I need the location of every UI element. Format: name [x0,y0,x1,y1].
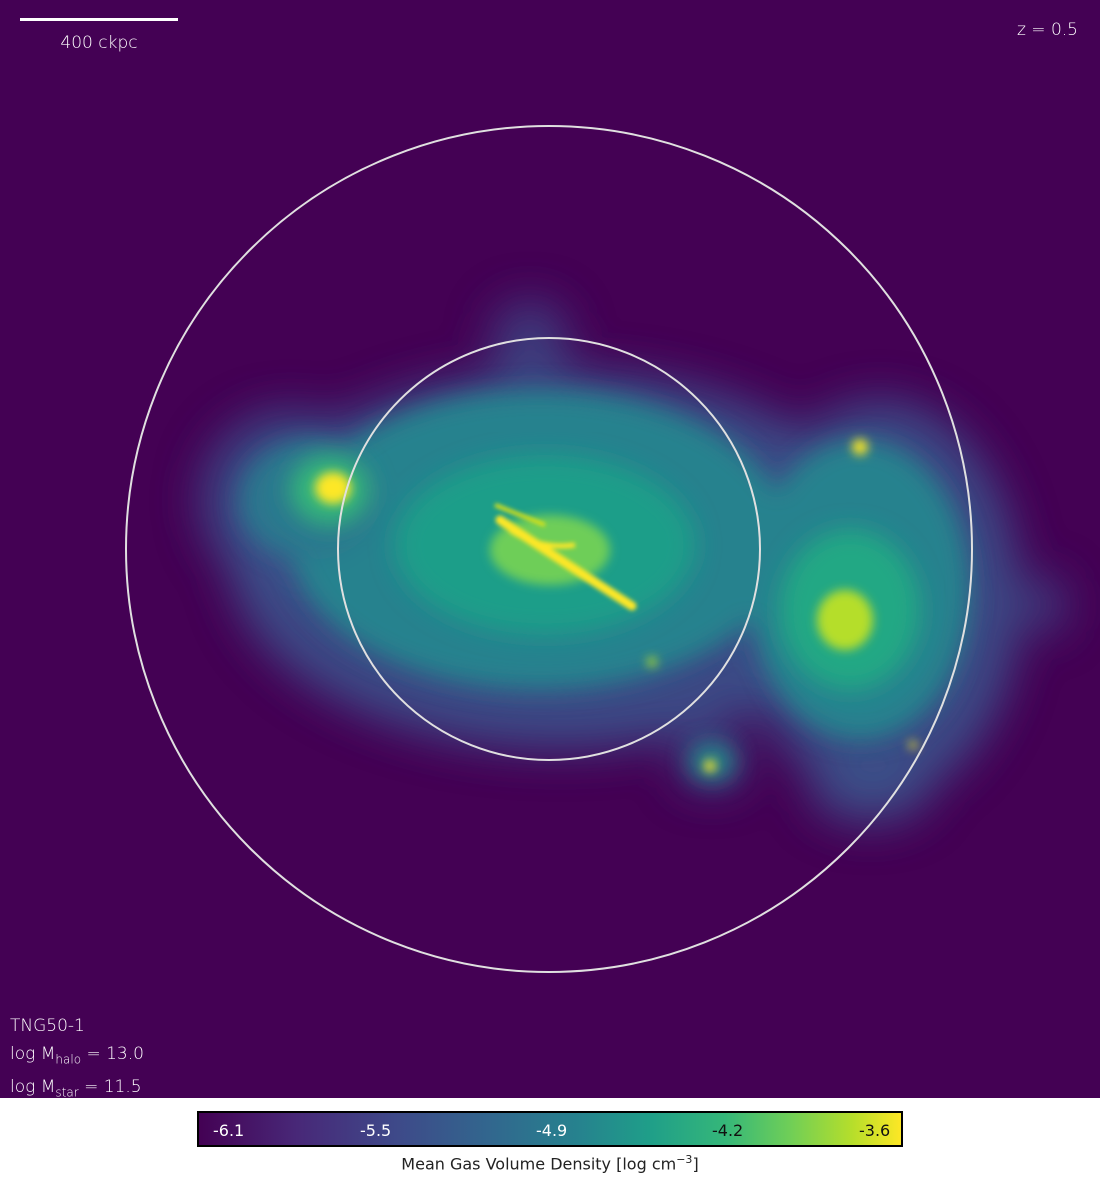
gas-density-map: 400 ckpc z = 0.5 TNG50-1 log Mhalo = 13.… [0,0,1100,1098]
scalebar [20,18,178,21]
colorbar-label-main: Mean Gas Volume Density [log cm [401,1154,677,1174]
stellar-mass-value: = 11.5 [84,1077,142,1098]
scalebar-label: 400 ckpc [60,33,138,53]
inner-radius-circle [337,337,761,761]
colorbar-tick: -4.2 [712,1121,744,1140]
halo-mass: log Mhalo = 13.0 [10,1040,144,1073]
stellar-mass: log Mstar = 11.5 [10,1073,144,1098]
halo-mass-prefix: log M [10,1044,56,1064]
redshift-label: z = 0.5 [1016,20,1078,40]
outer-radius-circle [125,125,973,973]
simulation-name: TNG50-1 [10,1016,85,1036]
colorbar-label: Mean Gas Volume Density [log cm−3] [0,1153,1100,1173]
colorbar-tick: -6.1 [213,1121,245,1140]
halo-info: TNG50-1 log Mhalo = 13.0 log Mstar = 11.… [10,1012,144,1098]
density-projection [125,125,1067,973]
halo-mass-sub: halo [55,1052,82,1067]
halo-mass-value: = 13.0 [86,1044,144,1064]
central-filament [494,503,637,611]
colorbar-tick: -3.6 [859,1121,891,1140]
colorbar-tick: -5.5 [360,1121,392,1140]
colorbar: -6.1 -5.5 -4.9 -4.2 -3.6 [197,1111,903,1147]
stellar-mass-prefix: log M [10,1077,56,1098]
colorbar-tick: -4.9 [536,1121,568,1140]
stellar-mass-sub: star [55,1085,79,1098]
colorbar-label-end: ] [692,1154,699,1174]
colorbar-label-exp: −3 [676,1153,693,1166]
